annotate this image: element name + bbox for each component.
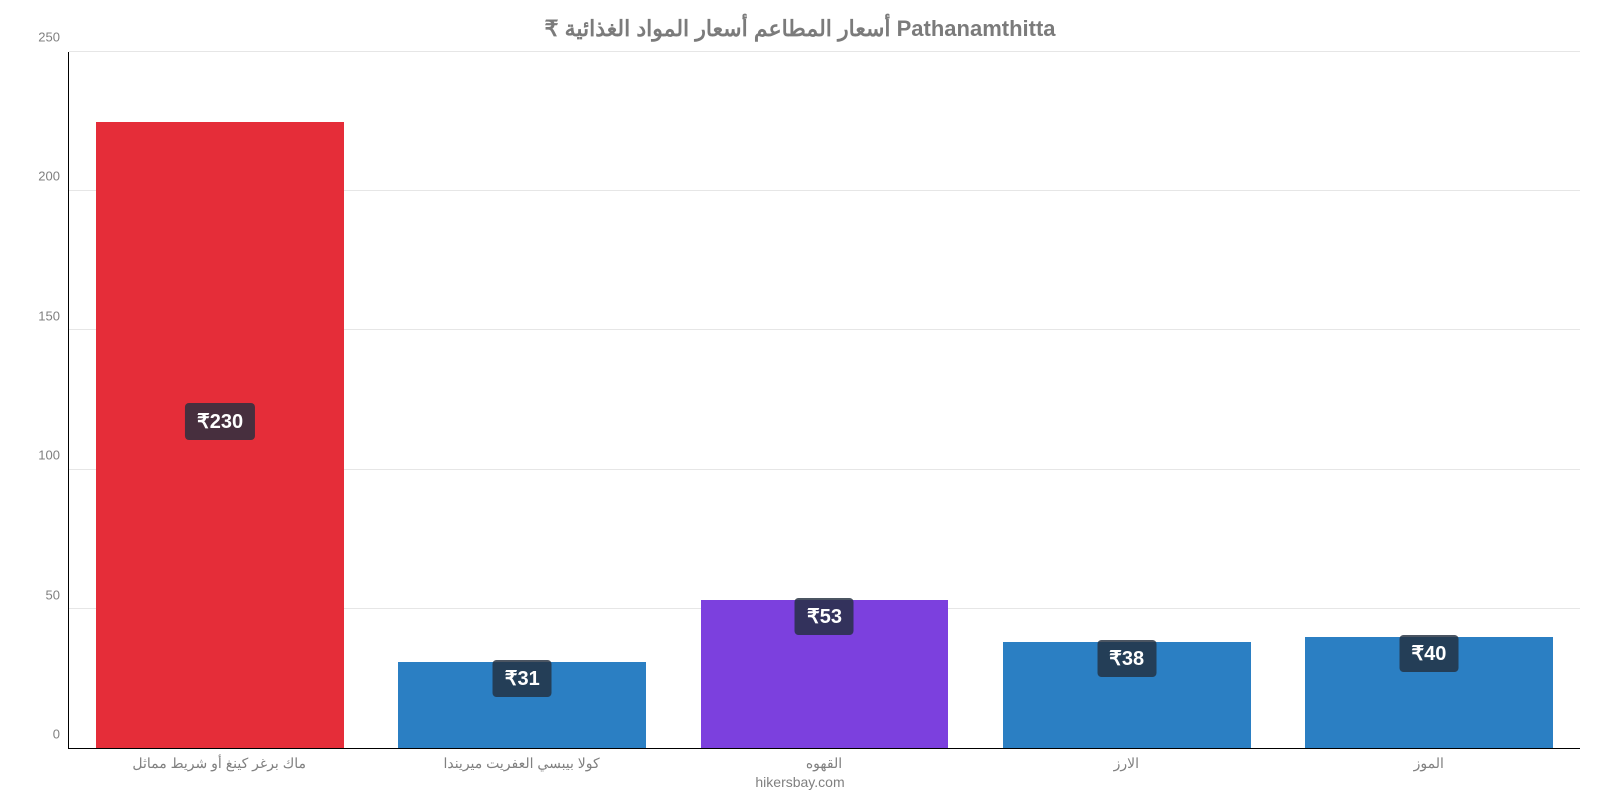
bar-slot: ₹38	[976, 52, 1278, 748]
price-bar-chart: ₹ أسعار المطاعم أسعار المواد الغذائية Pa…	[20, 10, 1580, 790]
y-tick-label: 100	[38, 448, 60, 463]
chart-title: ₹ أسعار المطاعم أسعار المواد الغذائية Pa…	[20, 16, 1580, 42]
plot-row: 050100150200250 ₹230₹31₹53₹38₹40	[20, 52, 1580, 749]
value-badge: ₹230	[185, 403, 255, 440]
bar: ₹38	[1003, 642, 1251, 748]
value-badge: ₹53	[795, 598, 854, 635]
value-badge: ₹40	[1399, 635, 1458, 672]
x-tick-label: الموز	[1278, 755, 1580, 772]
value-badge: ₹31	[493, 660, 552, 697]
plot-area: ₹230 ₹31 ₹53 ₹38 ₹40	[68, 52, 1580, 749]
y-tick-label: 200	[38, 169, 60, 184]
bar-slot: ₹31	[371, 52, 673, 748]
y-tick-label: 0	[53, 727, 60, 742]
y-tick-label: 50	[46, 587, 60, 602]
y-axis: 050100150200250	[20, 52, 68, 749]
bar-slot: ₹40	[1278, 52, 1580, 748]
bar-slot: ₹230	[69, 52, 371, 748]
bars-container: ₹230 ₹31 ₹53 ₹38 ₹40	[69, 52, 1580, 748]
x-axis-labels: ماك برغر كينغ أو شريط مماثلكولا بيبسي ال…	[68, 755, 1580, 772]
bar: ₹230	[96, 122, 344, 748]
bar: ₹40	[1305, 637, 1553, 748]
bar-slot: ₹53	[673, 52, 975, 748]
chart-footer: hikersbay.com	[20, 774, 1580, 790]
y-tick-label: 150	[38, 308, 60, 323]
x-tick-label: ماك برغر كينغ أو شريط مماثل	[68, 755, 370, 772]
bar: ₹53	[701, 600, 949, 748]
x-tick-label: كولا بيبسي العفريت ميريندا	[370, 755, 672, 772]
bar: ₹31	[398, 662, 646, 748]
y-tick-label: 250	[38, 30, 60, 45]
x-tick-label: الارز	[975, 755, 1277, 772]
x-tick-label: القهوه	[673, 755, 975, 772]
value-badge: ₹38	[1097, 640, 1156, 677]
